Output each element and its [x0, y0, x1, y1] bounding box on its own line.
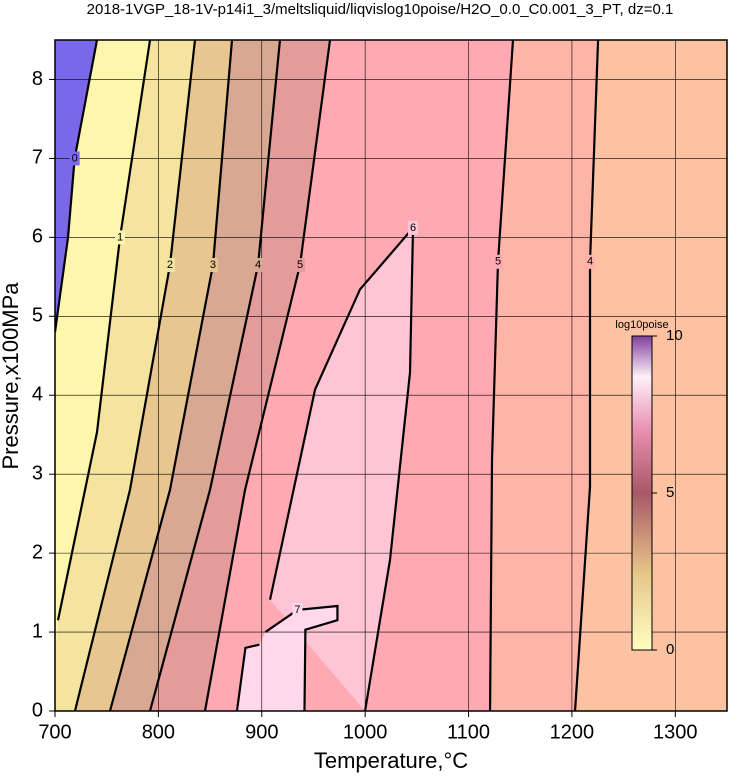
contour-label: 1: [117, 231, 123, 243]
y-tick-label: 3: [32, 462, 43, 484]
x-tick-label: 1000: [343, 721, 388, 743]
colorbar-tick-label: 10: [666, 327, 683, 344]
contour-fill: [270, 227, 414, 711]
plot-frame: [54, 39, 728, 712]
y-tick-label: 1: [32, 620, 43, 642]
contour-fill: [236, 606, 338, 711]
contour-line: [55, 40, 99, 333]
contour-label: 0: [72, 152, 78, 164]
chart-title: 2018-1VGP_18-1V-p14i1_3/meltsliquid/liqv…: [87, 1, 674, 18]
contour-line: [148, 40, 282, 711]
contour-line: [203, 40, 332, 711]
contour-label-bg: [292, 602, 303, 617]
contour-label-bg: [207, 257, 218, 272]
contour-line: [73, 40, 197, 711]
contour-label: 6: [410, 222, 416, 234]
y-axis-label: Pressure,x100MPa: [0, 282, 23, 470]
contour-line: [488, 40, 515, 711]
contour-line: [56, 40, 152, 621]
y-tick-label: 2: [32, 541, 43, 563]
x-axis-label: Temperature,°C: [314, 748, 468, 773]
x-tick-label: 1300: [653, 721, 698, 743]
contour-label: 5: [495, 256, 501, 268]
contour-label-bg: [493, 254, 504, 269]
contour-label-bg: [253, 257, 264, 272]
contour-label-bg: [295, 257, 306, 272]
overlay: 700 800 900 1000 1100 1200 1300012345678log10p…: [32, 39, 728, 743]
contour-line: [573, 40, 600, 711]
contour-label: 4: [587, 256, 593, 268]
y-tick-label: 4: [32, 384, 43, 406]
y-tick-label: 0: [32, 699, 43, 721]
x-tick-label: 900: [245, 721, 278, 743]
x-tick-label: 1100: [447, 721, 490, 743]
contour-fill: [55, 40, 97, 333]
colorbar-label: log10poise: [615, 319, 668, 331]
contour-label: 2: [167, 259, 173, 271]
contour-label-bg: [164, 257, 175, 272]
contour-label-bg: [69, 151, 80, 166]
contour-label: 3: [210, 259, 216, 271]
contour-label: 5: [297, 259, 303, 271]
colorbar-tick-label: 5: [666, 484, 674, 501]
contour-label: 7: [294, 604, 300, 616]
y-tick-label: 7: [32, 147, 43, 169]
x-tick-label: 700: [38, 721, 71, 743]
colorbar: [631, 335, 653, 651]
contour-line: [235, 604, 339, 711]
x-tick-label: 800: [142, 721, 175, 743]
x-tick-label: 1200: [550, 721, 595, 743]
y-tick-label: 8: [32, 68, 43, 90]
contour-line: [108, 40, 234, 711]
colorbar-tick-label: 0: [666, 641, 674, 658]
contour-label-bg: [115, 230, 126, 245]
y-tick-label: 6: [32, 226, 43, 248]
contour-label-bg: [585, 254, 596, 269]
y-tick-label: 5: [32, 305, 43, 327]
contour-label: 4: [255, 259, 261, 271]
contour-label-bg: [408, 220, 419, 235]
